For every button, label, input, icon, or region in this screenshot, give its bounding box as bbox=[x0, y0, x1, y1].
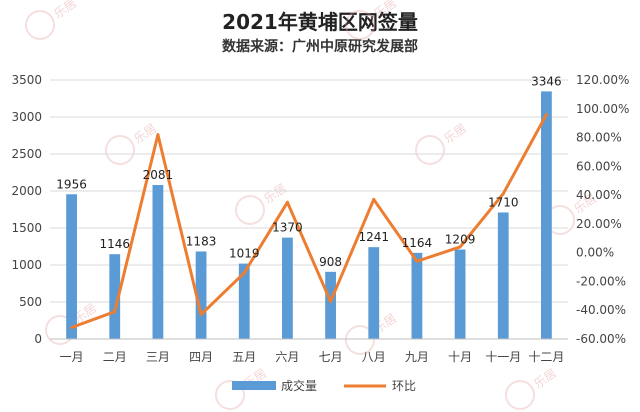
x-tick-label: 九月 bbox=[405, 350, 429, 364]
y-right-tick-label: 20.00% bbox=[576, 217, 622, 231]
x-tick-label: 十月 bbox=[448, 350, 472, 364]
line-point bbox=[70, 325, 74, 329]
bar-value-label: 908 bbox=[319, 255, 342, 269]
y-right-tick-label: 120.00% bbox=[576, 73, 629, 87]
line-point bbox=[544, 113, 548, 117]
bar bbox=[66, 194, 77, 339]
mom-line bbox=[71, 113, 548, 329]
y-left-tick-label: 2000 bbox=[11, 184, 42, 198]
y-left-tick-label: 2500 bbox=[11, 147, 42, 161]
x-tick-label: 三月 bbox=[146, 350, 170, 364]
chart-title: 2021年黄埔区网签量 bbox=[222, 10, 418, 34]
y-right-tick-label: -60.00% bbox=[576, 332, 626, 346]
watermark-text: 乐居 bbox=[261, 181, 289, 206]
line-point bbox=[285, 200, 289, 204]
bar-value-label: 1241 bbox=[358, 230, 389, 244]
bar-value-label: 1146 bbox=[99, 237, 130, 251]
bar bbox=[195, 251, 207, 339]
chart-subtitle: 数据来源：广州中原研究发展部 bbox=[222, 39, 418, 55]
bar-value-label: 1956 bbox=[56, 177, 87, 191]
x-tick-label: 十一月 bbox=[485, 350, 521, 364]
bar-value-label: 2081 bbox=[143, 168, 174, 182]
x-tick-label: 八月 bbox=[362, 350, 386, 364]
bar bbox=[238, 263, 250, 339]
y-left-tick-label: 3000 bbox=[11, 110, 42, 124]
bar bbox=[368, 247, 380, 339]
line-point bbox=[329, 300, 333, 304]
line-point bbox=[242, 271, 246, 275]
y-right-tick-label: 100.00% bbox=[576, 102, 629, 116]
left-axis: 0 500 1000 1500 2000 2500 3000 3500 bbox=[11, 73, 42, 346]
bar-value-label: 1710 bbox=[488, 195, 519, 209]
y-right-tick-label: -20.00% bbox=[576, 274, 626, 288]
watermark-text: 乐居 bbox=[441, 121, 469, 146]
y-right-tick-label: -40.00% bbox=[576, 303, 626, 317]
watermark-text: 乐居 bbox=[51, 0, 79, 21]
x-tick-label: 四月 bbox=[189, 350, 213, 364]
line-point bbox=[415, 259, 419, 263]
bar bbox=[152, 185, 164, 339]
y-left-tick-label: 1500 bbox=[11, 221, 42, 235]
watermark-logo: 乐居 bbox=[505, 366, 559, 410]
x-tick-label: 六月 bbox=[275, 350, 299, 364]
watermark-logo: 乐居 bbox=[415, 121, 469, 165]
y-right-tick-label: 80.00% bbox=[576, 131, 622, 145]
bar bbox=[411, 252, 423, 339]
x-tick-label: 五月 bbox=[232, 350, 256, 364]
watermark-logo: 乐居 bbox=[105, 121, 159, 165]
x-tick-label: 十二月 bbox=[528, 350, 564, 364]
bar-value-label: 1183 bbox=[186, 234, 217, 248]
x-tick-label: 七月 bbox=[319, 350, 343, 364]
bar bbox=[282, 237, 293, 339]
line-point bbox=[501, 192, 505, 196]
line-point bbox=[458, 245, 462, 249]
y-left-tick-label: 3500 bbox=[11, 73, 42, 87]
y-left-tick-label: 1000 bbox=[11, 258, 42, 272]
bar bbox=[109, 254, 121, 339]
right-axis: -60.00% -40.00% -20.00% 0.00% 20.00% 40.00% 60… bbox=[576, 73, 629, 346]
line-point bbox=[156, 133, 160, 137]
bar-value-label: 1370 bbox=[272, 221, 303, 235]
line-series bbox=[70, 113, 548, 329]
watermark-text: 乐居 bbox=[531, 366, 559, 391]
watermark-logo: 乐居 bbox=[345, 0, 399, 40]
bar-series bbox=[66, 91, 552, 340]
line-point bbox=[199, 313, 203, 317]
x-tick-label: 一月 bbox=[60, 350, 84, 364]
watermark-text: 乐居 bbox=[371, 0, 399, 21]
bar bbox=[541, 91, 552, 340]
y-right-tick-label: 40.00% bbox=[576, 188, 622, 202]
bar bbox=[325, 271, 336, 339]
y-left-tick-label: 0 bbox=[34, 332, 42, 346]
line-point bbox=[113, 310, 117, 314]
legend-swatch-bar bbox=[232, 381, 276, 390]
legend-label-line: 环比 bbox=[392, 379, 416, 393]
bar-value-label: 1164 bbox=[402, 236, 433, 250]
y-right-tick-label: 0.00% bbox=[576, 246, 614, 260]
x-tick-label: 二月 bbox=[103, 350, 127, 364]
watermark-logo: 乐居 bbox=[25, 0, 79, 40]
line-point bbox=[372, 197, 376, 201]
bar-value-label: 1209 bbox=[445, 233, 476, 247]
y-right-tick-label: 60.00% bbox=[576, 159, 622, 173]
y-left-tick-label: 500 bbox=[19, 295, 42, 309]
bar-value-label: 3346 bbox=[531, 74, 562, 88]
legend: 成交量 环比 bbox=[232, 378, 416, 393]
x-axis: 一月 二月 三月 四月 五月 六月 七月 八月 九月 十月 十一月 十二月 bbox=[50, 338, 568, 364]
bar-value-label: 1019 bbox=[229, 247, 260, 261]
bar bbox=[497, 212, 509, 339]
legend-label-bar: 成交量 bbox=[281, 378, 317, 393]
bar bbox=[454, 249, 466, 339]
data-labels: 1956 1146 2081 1183 1019 1370 908 1241 1164 1209 1… bbox=[56, 74, 561, 268]
